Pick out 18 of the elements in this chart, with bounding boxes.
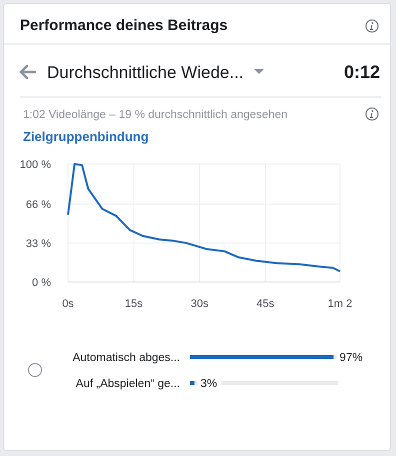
y-tick-label: Auf „Abspielen“ ge... — [76, 378, 180, 390]
x-tick-label: 30s — [190, 298, 209, 310]
x-tick-label: 15s — [124, 298, 144, 310]
x-tick-label: 0s — [62, 298, 74, 310]
y-tick-label: 100 % — [20, 159, 52, 171]
data-label: 97% — [340, 352, 363, 364]
y-tick-label: 0 % — [32, 277, 52, 289]
y-tick-label: 66 % — [26, 199, 52, 212]
y-tick-label: Automatisch abges... — [72, 352, 180, 364]
chart-subtitle: 1:02 Videolänge – 19 % durchschnittlich angesehen — [23, 109, 288, 121]
x-tick-label: 45s — [256, 298, 275, 310]
text: Performance deines Beitrags — [20, 17, 228, 34]
chart-title: Zielgruppenbindung — [23, 129, 149, 144]
data-label: 3% — [200, 378, 218, 390]
x-tick-label: 1m 2 — [328, 298, 352, 310]
text: 0:12 — [344, 62, 380, 82]
y-tick-label: 33 % — [26, 238, 52, 250]
text: Durchschnittliche Wiede... — [47, 63, 244, 82]
